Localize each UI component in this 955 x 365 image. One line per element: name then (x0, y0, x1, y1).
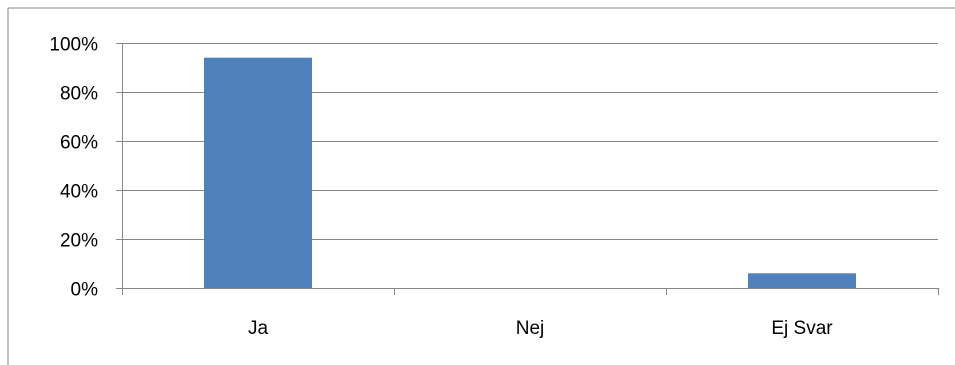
y-tick-label: 0% (71, 280, 99, 301)
bar (748, 273, 856, 288)
bars (204, 57, 856, 289)
y-tick-label: 80% (60, 84, 98, 105)
axes (116, 43, 939, 295)
y-tick-label: 60% (60, 133, 98, 154)
x-tick-label: Ja (248, 318, 269, 339)
y-tick-labels: 0% 20% 40% 60% 80% 100% (49, 35, 98, 301)
y-tick-label: 40% (60, 182, 98, 203)
y-tick-label: 20% (60, 231, 98, 252)
x-tick-label: Ej Svar (771, 318, 833, 339)
bar (204, 57, 312, 289)
x-tick-labels: Ja Nej Ej Svar (248, 318, 833, 339)
y-tick-label: 100% (49, 35, 98, 56)
x-tick-label: Nej (516, 318, 545, 339)
